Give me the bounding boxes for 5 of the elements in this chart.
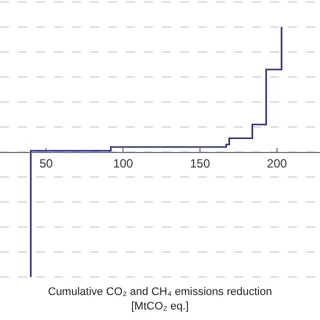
x-tick-label: 200 [266,156,288,170]
x-tick-label: 150 [190,156,210,170]
x-tick-label: 50 [39,156,54,170]
x-axis-title: Cumulative CO₂ and CH₄ emissions reduction [MtCO₂ eq.] [48,286,272,312]
x-tick-label: 100 [113,156,134,170]
